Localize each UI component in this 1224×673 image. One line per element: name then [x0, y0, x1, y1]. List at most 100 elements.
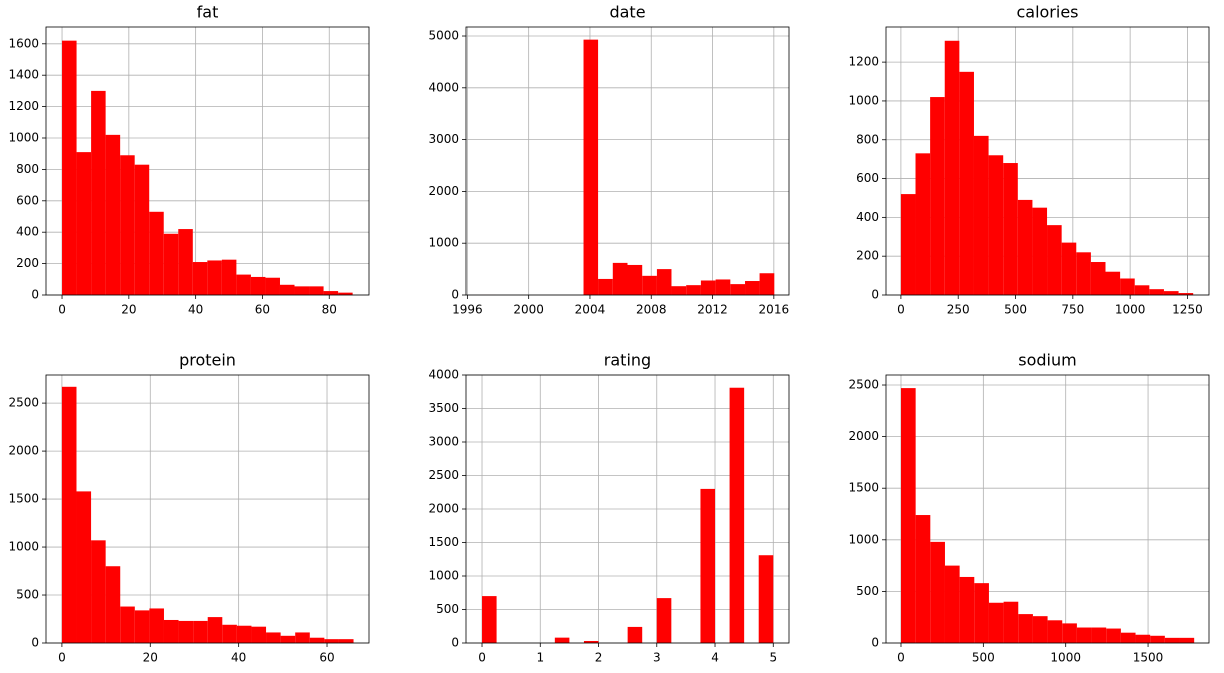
y-tick-label: 800 — [856, 132, 879, 146]
x-tick-label: 3 — [653, 651, 661, 665]
x-tick-label: 1500 — [1133, 651, 1164, 665]
bar — [1105, 271, 1121, 295]
subplot: 0 20 40 60 8002004006008001000120014001600fa… — [8, 3, 370, 317]
x-tick-label: 1996 — [452, 303, 483, 317]
bar — [1179, 637, 1195, 643]
bar — [1076, 627, 1092, 643]
bar — [900, 194, 916, 295]
x-tick-label: 1000 — [1050, 651, 1081, 665]
y-tick-label: 0 — [451, 288, 459, 302]
x-tick-label: 60 — [255, 303, 270, 317]
bar — [988, 155, 1004, 295]
bar — [1134, 285, 1150, 295]
y-tick-label: 1000 — [428, 236, 459, 250]
bar — [1178, 293, 1194, 295]
bar — [76, 491, 92, 643]
subplot-title: calories — [1016, 3, 1078, 22]
y-tick-label: 1000 — [428, 569, 459, 583]
y-tick-label: 1000 — [848, 93, 879, 107]
bar — [309, 637, 325, 643]
bar — [207, 617, 223, 643]
subplot: 0 500 1000 1500 0 500 1000 1500 2000 2500 sodium — [848, 351, 1210, 665]
bar — [1003, 601, 1019, 643]
y-tick-label: 500 — [16, 588, 39, 602]
x-tick-label: 2016 — [759, 303, 790, 317]
bar — [279, 284, 295, 295]
bar — [482, 596, 497, 643]
bar — [1076, 252, 1091, 295]
bar — [758, 555, 774, 643]
bar — [759, 273, 775, 295]
bar — [1091, 627, 1107, 643]
y-tick-label: 2000 — [8, 444, 39, 458]
y-tick-label: 500 — [856, 584, 879, 598]
bar — [627, 626, 643, 643]
bar — [236, 625, 252, 643]
bar — [295, 632, 310, 643]
bar — [729, 387, 745, 643]
bar — [1018, 614, 1033, 643]
bar — [1017, 199, 1033, 295]
y-tick-label: 1000 — [848, 532, 879, 546]
bar — [915, 153, 931, 295]
bar — [134, 610, 150, 643]
bar — [163, 619, 179, 643]
y-tick-label: 5000 — [428, 29, 459, 43]
x-tick-label: 5 — [769, 651, 777, 665]
bar — [944, 40, 960, 296]
y-tick-label: 0 — [451, 636, 459, 650]
bar — [1032, 207, 1048, 295]
bar — [91, 540, 106, 643]
bar — [671, 286, 687, 295]
x-tick-label: 0 — [897, 303, 905, 317]
y-tick-label: 200 — [16, 256, 39, 270]
bar — [1003, 163, 1018, 295]
x-tick-label: 40 — [188, 303, 203, 317]
bar — [61, 386, 77, 643]
y-tick-label: 600 — [856, 171, 879, 185]
y-tick-label: 1200 — [8, 99, 39, 113]
subplot-title: date — [609, 3, 645, 22]
x-tick-label: 750 — [1061, 303, 1084, 317]
bar — [1032, 616, 1048, 643]
bar — [1150, 635, 1165, 643]
bar — [930, 97, 945, 295]
y-tick-label: 2500 — [8, 396, 39, 410]
y-tick-label: 4000 — [428, 368, 459, 382]
bar — [91, 90, 106, 296]
bar — [280, 635, 296, 643]
bar — [193, 620, 208, 643]
y-tick-label: 1400 — [8, 68, 39, 82]
y-tick-label: 2500 — [848, 378, 879, 392]
x-tick-label: 250 — [947, 303, 970, 317]
y-tick-label: 1000 — [8, 130, 39, 144]
subplot-title: sodium — [1018, 351, 1076, 370]
y-tick-label: 2000 — [848, 429, 879, 443]
y-tick-label: 800 — [16, 162, 39, 176]
bar — [973, 135, 989, 295]
subplot: 0 1 2 3 4 5 0 500 1000 1500 2000 2500 3000 3500 4000 ra… — [428, 351, 790, 665]
y-tick-label: 1500 — [848, 481, 879, 495]
bar — [1120, 278, 1135, 295]
bar — [192, 262, 208, 295]
bar — [1106, 628, 1121, 643]
y-tick-label: 3000 — [428, 132, 459, 146]
bar — [730, 284, 746, 295]
x-tick-label: 0 — [897, 651, 905, 665]
bar — [323, 291, 339, 295]
y-tick-label: 500 — [436, 602, 459, 616]
x-tick-label: 0 — [478, 651, 486, 665]
bar — [700, 488, 716, 643]
bar — [1164, 637, 1180, 643]
bar — [1061, 242, 1077, 295]
x-tick-label: 40 — [231, 651, 246, 665]
bar — [250, 276, 266, 295]
bar — [236, 274, 251, 295]
bar — [149, 608, 164, 643]
y-tick-label: 3000 — [428, 435, 459, 449]
bar — [988, 602, 1004, 643]
y-tick-label: 3500 — [428, 401, 459, 415]
bar — [627, 264, 643, 295]
bar — [266, 632, 281, 643]
bar — [959, 71, 974, 295]
